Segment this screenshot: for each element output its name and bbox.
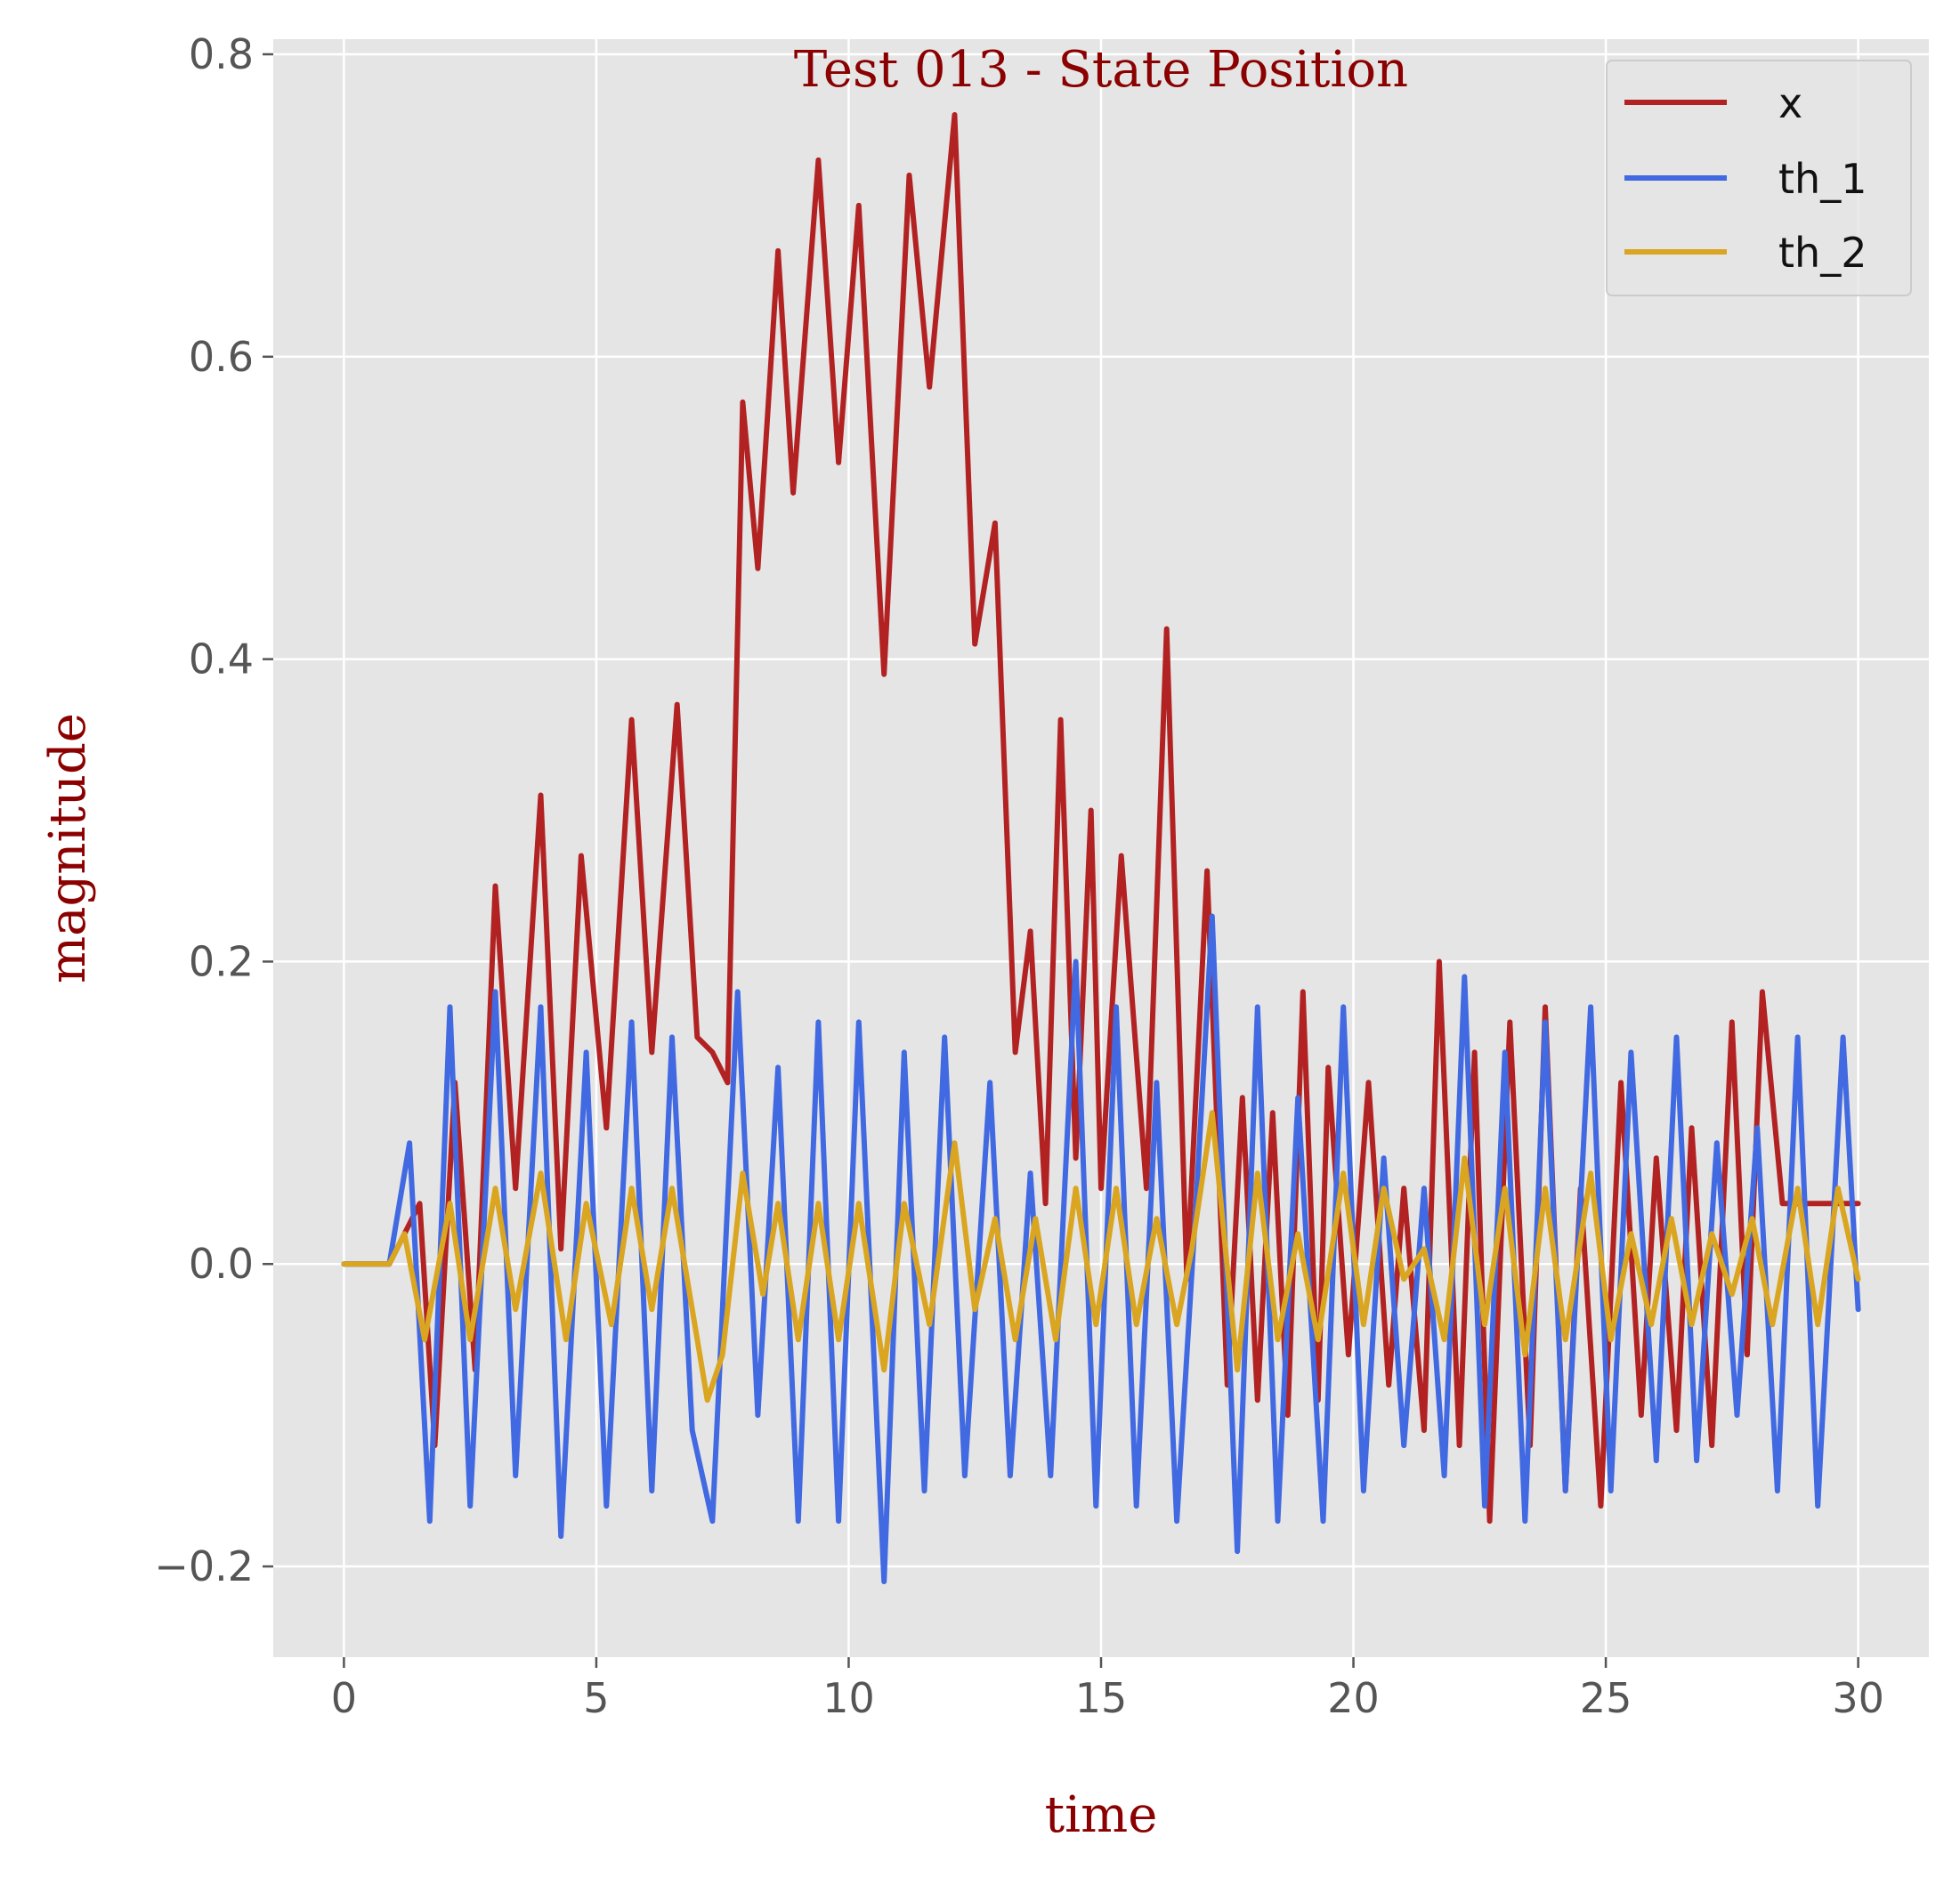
y-tick-label: 0.8 <box>189 30 254 78</box>
series-line-th-2 <box>341 1110 1861 1404</box>
series-line-x <box>341 112 1861 1525</box>
x-tick-label: 15 <box>1075 1674 1128 1722</box>
x-tick-label: 30 <box>1832 1674 1884 1722</box>
x-tick-label: 0 <box>331 1674 357 1722</box>
x-tick-label: 5 <box>583 1674 609 1722</box>
chart-title: Test 013 - State Position <box>794 41 1408 99</box>
y-axis: −0.2 0.0 0.2 0.4 0.6 0.8 <box>154 30 273 1590</box>
x-axis: 0 5 10 15 20 25 30 <box>331 1657 1884 1722</box>
x-axis-label: time <box>1045 1786 1158 1844</box>
x-tick-label: 10 <box>822 1674 875 1722</box>
x-tick-label: 25 <box>1580 1674 1632 1722</box>
y-tick-label: 0.0 <box>189 1240 254 1288</box>
y-tick-label: 0.6 <box>189 333 254 381</box>
y-tick-label: −0.2 <box>154 1542 254 1590</box>
legend: x th_1 th_2 <box>1606 60 1912 296</box>
legend-label-x: x <box>1778 79 1802 127</box>
y-tick-label: 0.2 <box>189 937 254 985</box>
legend-label-th-2: th_2 <box>1778 229 1867 277</box>
legend-box <box>1606 60 1912 296</box>
x-tick-label: 20 <box>1327 1674 1380 1722</box>
series-group <box>341 112 1861 1584</box>
legend-label-th-1: th_1 <box>1778 155 1867 203</box>
y-axis-label: magnitude <box>39 713 97 983</box>
y-tick-label: 0.4 <box>189 635 254 684</box>
